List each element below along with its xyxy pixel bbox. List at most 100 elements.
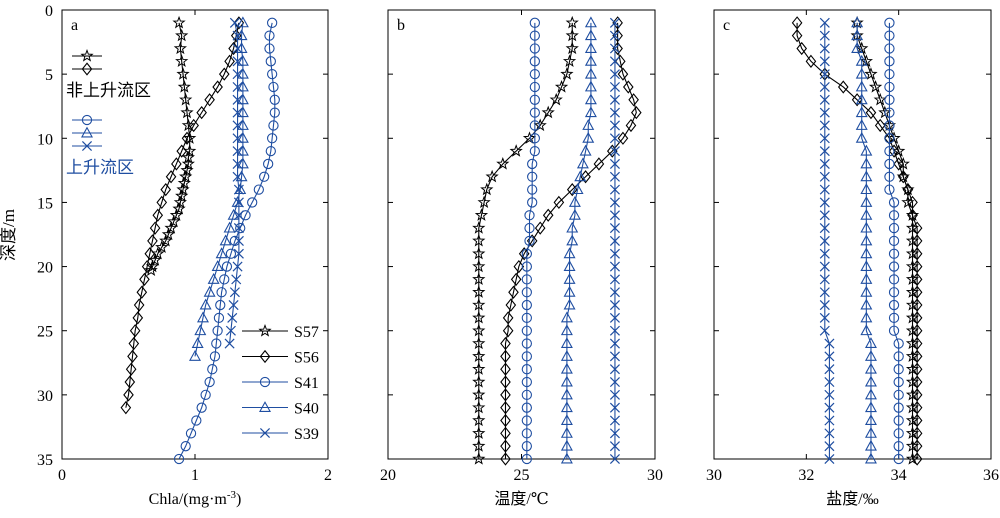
x-tick-label: 0	[58, 467, 66, 484]
data-point	[502, 311, 514, 325]
data-point	[864, 67, 878, 80]
data-point	[139, 272, 150, 287]
data-point	[269, 94, 280, 105]
data-point	[521, 338, 532, 349]
data-point	[905, 362, 920, 375]
panel-c: 30 32 34 36 c 盐度/‰	[706, 9, 999, 508]
data-point	[888, 210, 900, 221]
data-point	[860, 260, 873, 272]
data-point	[893, 157, 904, 171]
data-point	[609, 120, 620, 131]
legend-entry-S56: S56	[294, 350, 319, 367]
data-point	[911, 362, 923, 376]
data-point	[500, 336, 511, 351]
data-point	[225, 325, 236, 336]
data-point	[560, 426, 573, 438]
data-point	[565, 15, 579, 29]
data-point	[156, 195, 168, 210]
data-point	[203, 285, 216, 297]
data-point	[232, 120, 243, 131]
data-point	[227, 208, 240, 220]
data-point	[824, 428, 835, 439]
data-point	[472, 375, 486, 388]
data-point	[521, 441, 532, 452]
data-point	[609, 235, 620, 246]
data-point	[247, 197, 258, 208]
data-point	[819, 158, 830, 169]
data-point	[164, 221, 178, 234]
data-point	[860, 311, 873, 323]
data-point	[609, 312, 620, 323]
data-point	[229, 287, 240, 298]
data-point	[472, 387, 486, 401]
data-point	[236, 16, 249, 28]
data-point	[884, 171, 895, 182]
data-point	[171, 157, 182, 171]
data-point	[907, 195, 918, 210]
data-point	[521, 248, 532, 259]
legend-entry-S40: S40	[294, 401, 319, 418]
data-point	[609, 415, 620, 426]
data-point	[175, 54, 189, 67]
data-point	[500, 388, 511, 402]
data-point	[893, 338, 904, 349]
data-point	[176, 182, 190, 196]
y-tick-label: 35	[37, 452, 53, 469]
data-point	[216, 287, 227, 298]
data-point	[582, 131, 595, 143]
data-point	[269, 107, 280, 118]
data-point	[884, 30, 895, 41]
data-point	[144, 247, 156, 261]
data-point	[893, 453, 904, 465]
data-point	[521, 402, 532, 413]
y-tick-label: 15	[37, 195, 53, 212]
data-point	[236, 157, 249, 169]
x-tick-label: 32	[798, 467, 814, 484]
data-point	[888, 261, 900, 272]
data-point	[522, 131, 537, 144]
data-point	[568, 208, 581, 220]
data-point	[864, 414, 877, 425]
data-point	[219, 234, 232, 246]
data-point	[480, 182, 494, 196]
data-point	[905, 375, 920, 388]
data-point	[529, 133, 540, 144]
data-point	[819, 43, 830, 54]
data-point	[509, 144, 523, 157]
data-point	[472, 323, 486, 337]
data-point	[855, 106, 868, 118]
x-axis-label-end: )	[236, 491, 241, 508]
y-tick-label: 0	[45, 3, 53, 20]
data-point	[500, 439, 511, 453]
data-point	[266, 68, 278, 80]
data-point	[266, 133, 278, 144]
data-point	[905, 387, 920, 401]
x-axis-label: 温度/℃	[494, 490, 548, 508]
data-point	[884, 133, 895, 144]
legend: S57 S56 S41 S40 S39	[242, 324, 319, 443]
data-point	[864, 388, 877, 400]
data-point	[129, 324, 141, 338]
legend-marker	[259, 427, 271, 439]
data-point	[576, 157, 589, 169]
series-S57	[144, 15, 197, 277]
data-point	[824, 389, 835, 400]
series-S39	[609, 17, 620, 465]
data-point	[236, 144, 249, 156]
data-point	[236, 131, 249, 143]
data-point	[609, 210, 620, 221]
data-point	[824, 402, 835, 413]
data-point	[563, 247, 576, 259]
data-point	[609, 325, 620, 336]
data-point	[175, 189, 189, 202]
series-S41	[884, 17, 904, 465]
data-point	[905, 259, 920, 273]
y-tick-label: 5	[45, 67, 53, 84]
data-point	[911, 311, 923, 325]
data-point	[819, 223, 830, 234]
data-point	[472, 349, 486, 363]
data-point	[236, 119, 249, 130]
data-point	[236, 67, 249, 79]
data-point	[147, 234, 158, 248]
